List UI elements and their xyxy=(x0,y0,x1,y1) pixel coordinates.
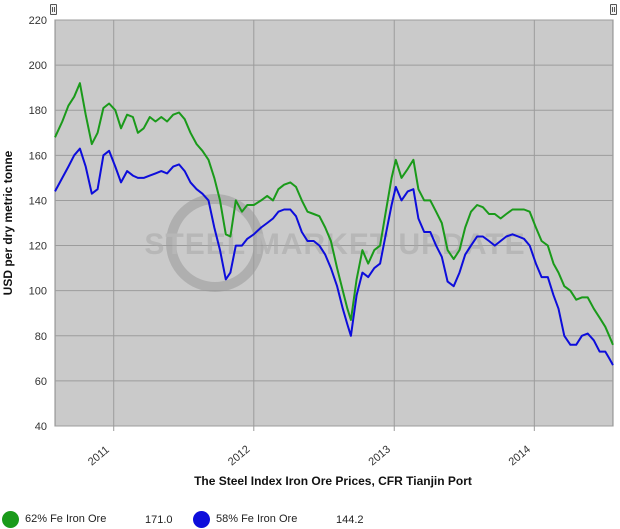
legend-dot-blue-icon xyxy=(193,511,210,528)
y-tick-label: 80 xyxy=(35,331,47,343)
y-tick-label: 60 xyxy=(35,376,47,388)
plot-area xyxy=(54,19,614,427)
y-tick-label: 200 xyxy=(29,60,47,72)
x-axis-ticks: 2011 2012 2013 2014 xyxy=(86,443,533,468)
range-left-handle[interactable] xyxy=(50,4,57,15)
y-tick-label: 100 xyxy=(29,286,47,298)
y-tick-label: 40 xyxy=(35,421,47,433)
legend-dot-green-icon xyxy=(2,511,19,528)
series-line-58-fe xyxy=(54,147,614,366)
legend-label: 62% Fe Iron Ore xyxy=(25,513,107,525)
legend-item-58-fe[interactable]: 58% Fe Iron Ore xyxy=(193,511,297,528)
legend: 62% Fe Iron Ore 171.0 58% Fe Iron Ore 14… xyxy=(0,509,620,529)
y-axis-title: USD per dry metric tonne xyxy=(1,150,15,295)
x-tick-label-2011: 2011 xyxy=(86,444,112,468)
x-axis-title: The Steel Index Iron Ore Prices, CFR Tia… xyxy=(194,474,472,488)
x-tick-label-2014: 2014 xyxy=(507,443,533,468)
y-axis-ticks: 40 60 80 100 120 140 160 180 200 220 xyxy=(29,15,47,433)
legend-label: 58% Fe Iron Ore xyxy=(216,513,298,525)
x-tick-label-2012: 2012 xyxy=(226,443,252,468)
legend-item-62-fe[interactable]: 62% Fe Iron Ore xyxy=(2,511,106,528)
y-tick-label: 220 xyxy=(29,15,47,27)
legend-value-62-fe: 171.0 xyxy=(145,514,173,526)
y-tick-label: 180 xyxy=(29,105,47,117)
watermark-ring xyxy=(166,194,264,292)
y-tick-label: 120 xyxy=(29,241,47,253)
range-right-handle[interactable] xyxy=(610,4,617,15)
x-tick-label-2013: 2013 xyxy=(366,443,392,468)
series-lines xyxy=(54,82,614,366)
y-tick-label: 140 xyxy=(29,195,47,207)
series-line-62-fe xyxy=(54,82,614,346)
y-tick-label: 160 xyxy=(29,150,47,162)
legend-value-58-fe: 144.2 xyxy=(336,514,364,526)
